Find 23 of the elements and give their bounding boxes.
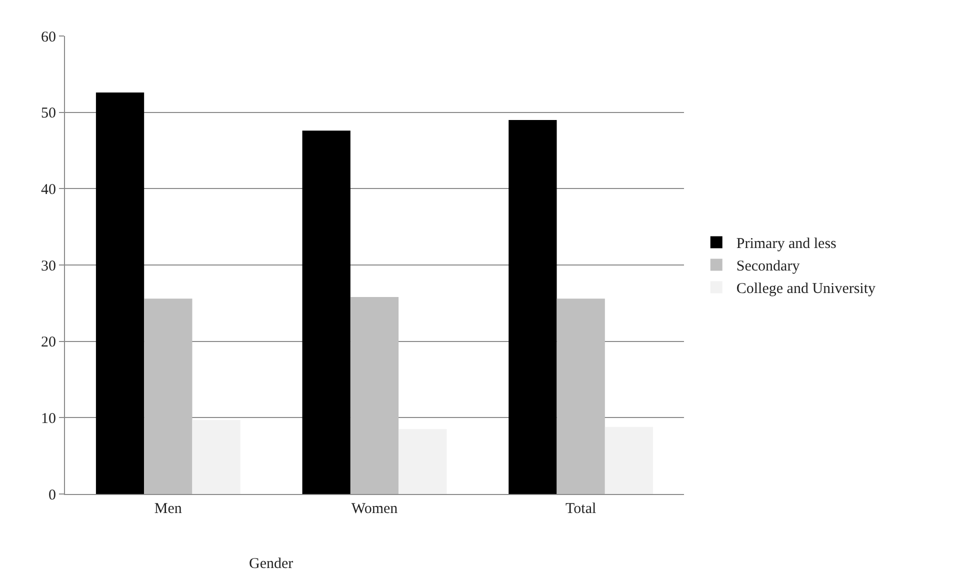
bar [508,120,557,494]
y-tick-label: 40 [41,182,56,198]
y-tick-label: 0 [48,487,56,504]
bar [144,298,192,494]
text: Gender [249,556,294,572]
bar [192,420,240,494]
x-tick-label: Men [154,501,182,517]
y-tick-label: 50 [41,106,56,122]
legend-label: Primary and less [736,236,837,252]
legend-label: College and University [736,281,876,298]
bar [398,429,447,494]
bar [96,92,144,494]
legend-label: Secondary [736,258,800,275]
y-tick-label: 20 [41,334,56,351]
x-tick-label: Total [566,501,596,517]
y-tick-label: 60 [41,29,56,46]
bar [604,426,654,494]
bar [556,298,605,494]
bar [302,130,350,494]
x-tick-label: Women [351,501,398,517]
y-tick-label: 30 [41,258,56,274]
bar [350,297,399,494]
y-tick-label: 10 [41,410,56,427]
